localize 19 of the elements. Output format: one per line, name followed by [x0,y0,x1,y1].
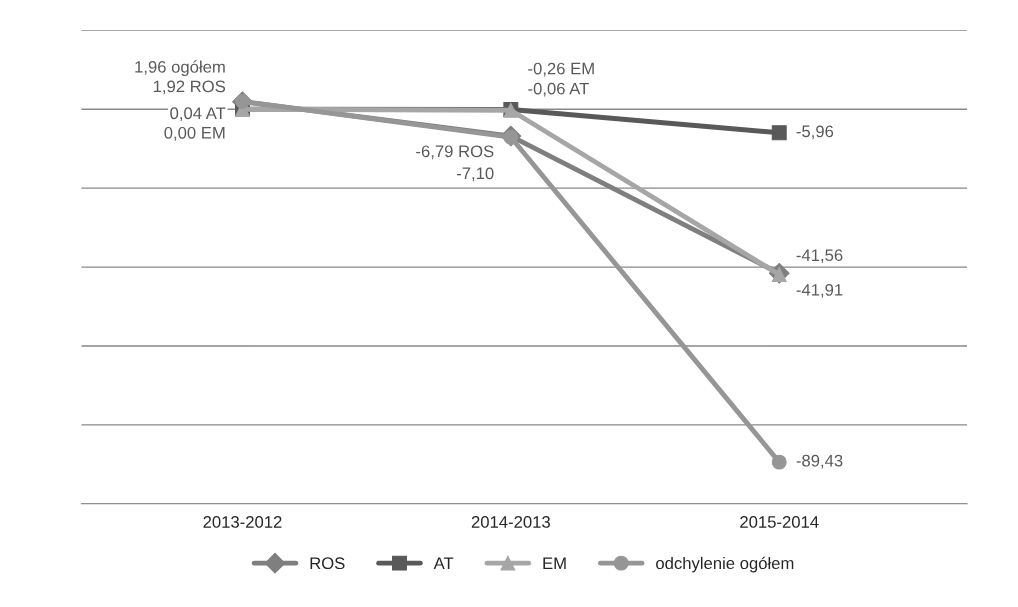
data-label: -7,10 [456,167,494,182]
legend-label: AT [433,557,454,569]
data-label: 1,92 ROS [153,80,226,95]
x-tick-label: 2015-2014 [740,516,819,528]
data-label: -41,56 [796,249,843,264]
data-label: -89,43 [796,454,843,469]
data-label: 0,04 AT [170,107,226,122]
legend-label: odchylenie ogółem [656,556,794,573]
legend-label: EM [543,557,566,569]
data-label: -41,91 [796,283,843,298]
data-label: 1,96 ogółem [135,60,225,77]
data-label: 0,00 EM [164,126,225,141]
data-label: -5,96 [796,125,834,140]
x-tick-label: 2014-2013 [471,516,550,528]
x-tick-label: 2013-2012 [203,516,282,528]
data-label: -0,06 AT [528,82,589,97]
data-label: -0,26 EM [528,62,594,77]
data-label: -6,79 ROS [416,145,494,160]
legend-label: ROS [310,557,345,570]
